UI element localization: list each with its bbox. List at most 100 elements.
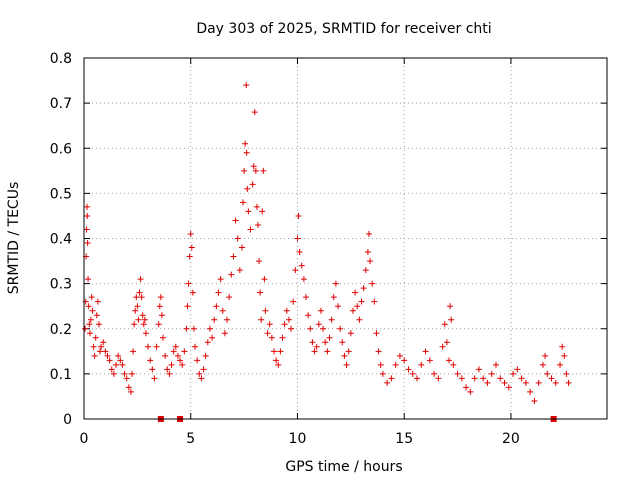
data-point [362, 267, 369, 274]
data-point [296, 249, 303, 256]
data-point [230, 253, 237, 260]
data-point [475, 366, 482, 373]
data-point [142, 330, 149, 337]
data-point [328, 316, 335, 323]
data-point [211, 316, 218, 323]
data-point [115, 352, 122, 359]
data-point [565, 379, 572, 386]
data-point [86, 330, 93, 337]
data-point [82, 325, 89, 332]
data-point [260, 167, 267, 174]
data-point [324, 348, 331, 355]
data-point [295, 212, 302, 219]
data-point [232, 217, 239, 224]
data-point [535, 379, 542, 386]
data-point [244, 185, 251, 192]
data-point [422, 348, 429, 355]
data-point [283, 307, 290, 314]
data-point [557, 361, 564, 368]
data-point [303, 294, 310, 301]
data-point [88, 294, 95, 301]
grid [84, 58, 607, 419]
data-point [194, 357, 201, 364]
data-point [138, 294, 145, 301]
data-point [238, 244, 245, 251]
data-point [84, 212, 91, 219]
data-point [140, 321, 147, 328]
data-point [484, 379, 491, 386]
data-point [352, 289, 359, 296]
y-tick-label: 0.7 [50, 96, 72, 112]
data-point [518, 375, 525, 382]
data-point [358, 298, 365, 305]
data-point [92, 334, 99, 341]
data-point [181, 348, 188, 355]
data-point [447, 303, 454, 310]
data-point [501, 379, 508, 386]
data-point [149, 366, 156, 373]
data-point [188, 244, 195, 251]
data-point [85, 303, 92, 310]
data-point [236, 267, 243, 274]
data-point [155, 321, 162, 328]
data-point [345, 348, 352, 355]
data-point [247, 226, 254, 233]
data-point [183, 325, 190, 332]
data-point [401, 357, 408, 364]
data-point [414, 375, 421, 382]
data-point [85, 276, 92, 283]
data-point [450, 361, 457, 368]
data-point [339, 339, 346, 346]
y-tick-label: 0.8 [50, 51, 72, 67]
y-tick-labels: 0 0.1 0.2 0.3 0.4 0.5 0.6 0.7 0.8 [50, 51, 72, 428]
data-point [298, 262, 305, 269]
data-point [106, 357, 113, 364]
data-point [252, 167, 259, 174]
data-point [234, 235, 241, 242]
data-point [83, 203, 90, 210]
data-point [365, 230, 372, 237]
data-point [141, 316, 148, 323]
data-point [192, 343, 199, 350]
data-point [288, 325, 295, 332]
data-point [86, 321, 93, 328]
data-point [100, 339, 107, 346]
data-point [243, 82, 250, 89]
data-point [290, 298, 297, 305]
data-point [405, 366, 412, 373]
data-point [127, 388, 134, 395]
data-point [136, 289, 143, 296]
data-point [505, 384, 512, 391]
x-tick-labels: 0 5 10 15 20 [80, 431, 520, 447]
data-point [240, 199, 247, 206]
data-point [119, 361, 126, 368]
data-point [104, 352, 111, 359]
data-point [384, 379, 391, 386]
data-point [294, 235, 301, 242]
data-point [261, 276, 268, 283]
data-point [134, 303, 141, 310]
data-point [539, 361, 546, 368]
data-point [268, 334, 275, 341]
data-point [488, 370, 495, 377]
data-point [125, 384, 132, 391]
data-point [131, 321, 138, 328]
data-point [259, 208, 266, 215]
data-point [373, 330, 380, 337]
data-point [174, 352, 181, 359]
data-point [250, 163, 257, 170]
data-point [156, 303, 163, 310]
data-point [185, 280, 192, 287]
data-point [184, 303, 191, 310]
data-point [153, 343, 160, 350]
y-tick-label: 0.2 [50, 322, 72, 338]
data-point [123, 375, 130, 382]
data-point [97, 348, 104, 355]
data-point [377, 361, 384, 368]
data-point [108, 366, 115, 373]
data-point [315, 321, 322, 328]
data-point [548, 375, 555, 382]
data-point [531, 397, 538, 404]
data-point [262, 307, 269, 314]
data-point [448, 316, 455, 323]
